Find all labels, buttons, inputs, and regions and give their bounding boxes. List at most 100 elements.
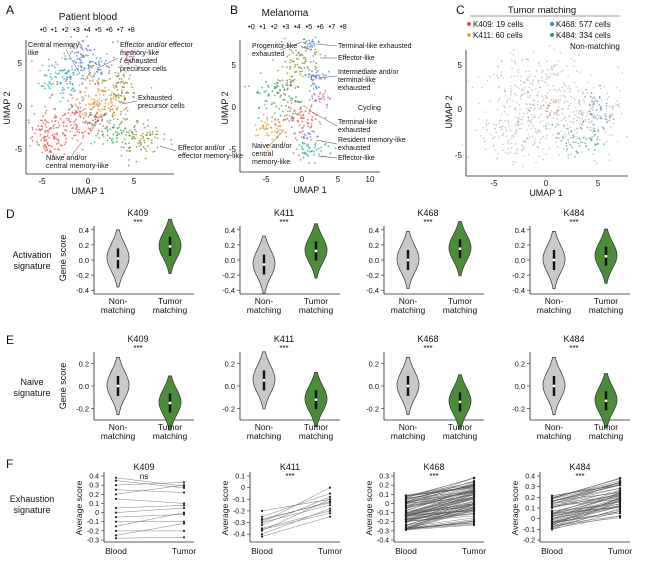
- umap-point: [269, 126, 272, 129]
- significance-label: ns: [140, 472, 148, 481]
- umap-point: [531, 89, 534, 91]
- y-tick-label: 0: [531, 516, 535, 523]
- umap-point: [593, 159, 596, 162]
- umap-point: [313, 162, 316, 165]
- umap-point: [97, 82, 100, 85]
- umap-point: [326, 103, 329, 106]
- cluster-label: •0: [40, 25, 47, 34]
- umap-point: [493, 73, 495, 76]
- pair-line: [405, 500, 475, 521]
- umap-point: [72, 90, 75, 93]
- umap-point: [533, 143, 536, 145]
- umap-point: [101, 82, 104, 85]
- umap-point: [271, 90, 274, 93]
- umap-point: [110, 101, 112, 104]
- umap-point: [156, 137, 159, 139]
- umap-point: [42, 85, 45, 87]
- cluster-legend: •0 •1 •2 •3 •4 •5 •6 •7 •8: [40, 25, 135, 34]
- umap-point: [109, 108, 112, 111]
- umap-point: [70, 106, 73, 109]
- umap-point: [119, 129, 122, 132]
- umap-point: [265, 127, 267, 130]
- umap-point: [72, 126, 75, 129]
- umap-point: [323, 95, 325, 98]
- umap-point: [594, 117, 597, 119]
- pair-line: [551, 500, 621, 529]
- umap-point: [106, 139, 109, 142]
- umap-point: [317, 74, 320, 76]
- umap-point: [281, 65, 284, 68]
- umap-point: [509, 97, 512, 100]
- cluster-label: •4: [84, 25, 91, 34]
- umap-point: [499, 97, 501, 100]
- umap-point: [69, 76, 71, 79]
- y-tick-label: -0.4: [377, 538, 389, 545]
- annotation: Terminal-like: [338, 119, 377, 126]
- umap-point: [107, 65, 109, 68]
- umap-point: [142, 135, 145, 138]
- umap-point: [72, 45, 74, 48]
- pair-point: [404, 518, 408, 521]
- umap-point: [133, 126, 136, 129]
- y-tick-label: 0.2: [225, 359, 235, 368]
- umap-point: [570, 102, 572, 105]
- umap-point: [517, 69, 520, 71]
- pair-line: [115, 523, 185, 536]
- y-tick-label: 0.0: [369, 256, 379, 265]
- umap-point: [135, 58, 138, 61]
- y-axis-label: Average score: [364, 480, 374, 535]
- umap-point: [108, 94, 111, 97]
- umap-point: [573, 129, 576, 131]
- violin-median: [552, 258, 556, 262]
- umap-point: [521, 93, 524, 96]
- umap-point: [312, 55, 315, 57]
- umap-point: [84, 86, 87, 89]
- pair-line: [405, 496, 475, 517]
- umap-point: [584, 96, 586, 98]
- umap-point: [281, 140, 284, 143]
- umap-point: [90, 108, 93, 111]
- umap-point: [285, 84, 288, 86]
- umap-point: [72, 87, 74, 90]
- umap-point: [71, 97, 74, 99]
- pair-point: [260, 509, 264, 512]
- umap-point: [534, 140, 536, 143]
- umap-point: [604, 118, 606, 120]
- umap-point: [304, 73, 307, 76]
- umap-point: [120, 78, 123, 80]
- umap-point: [53, 133, 56, 136]
- umap-point: [517, 116, 520, 119]
- umap-point: [562, 136, 564, 139]
- x-tick-label: matching: [153, 431, 188, 441]
- umap-point: [286, 66, 288, 68]
- umap-point: [274, 86, 277, 88]
- umap-point: [156, 133, 159, 136]
- umap-point: [92, 119, 94, 122]
- annotation: central memory-like: [46, 161, 109, 170]
- umap-point: [578, 54, 580, 56]
- umap-point: [550, 65, 553, 68]
- violin-median: [406, 258, 410, 262]
- umap-point: [315, 85, 317, 87]
- umap-point: [65, 141, 67, 144]
- umap-point: [527, 109, 530, 112]
- significance-label: ***: [133, 344, 142, 353]
- umap-point: [136, 121, 139, 124]
- umap-point: [57, 122, 60, 124]
- umap-point: [314, 68, 317, 71]
- cluster-label: •7: [117, 25, 124, 34]
- umap-point: [293, 110, 296, 113]
- annotation: central: [252, 151, 273, 158]
- umap-point: [295, 96, 297, 99]
- y-tick-label: 0.3: [89, 483, 99, 490]
- umap-point: [123, 109, 125, 111]
- pair-point: [618, 510, 622, 513]
- umap-point: [58, 124, 61, 127]
- umap-point: [516, 130, 518, 132]
- pair-point: [328, 512, 332, 515]
- umap-point: [275, 127, 278, 130]
- umap-point: [572, 141, 575, 143]
- umap-point: [83, 67, 86, 69]
- umap-point: [544, 94, 547, 97]
- umap-point: [306, 118, 309, 121]
